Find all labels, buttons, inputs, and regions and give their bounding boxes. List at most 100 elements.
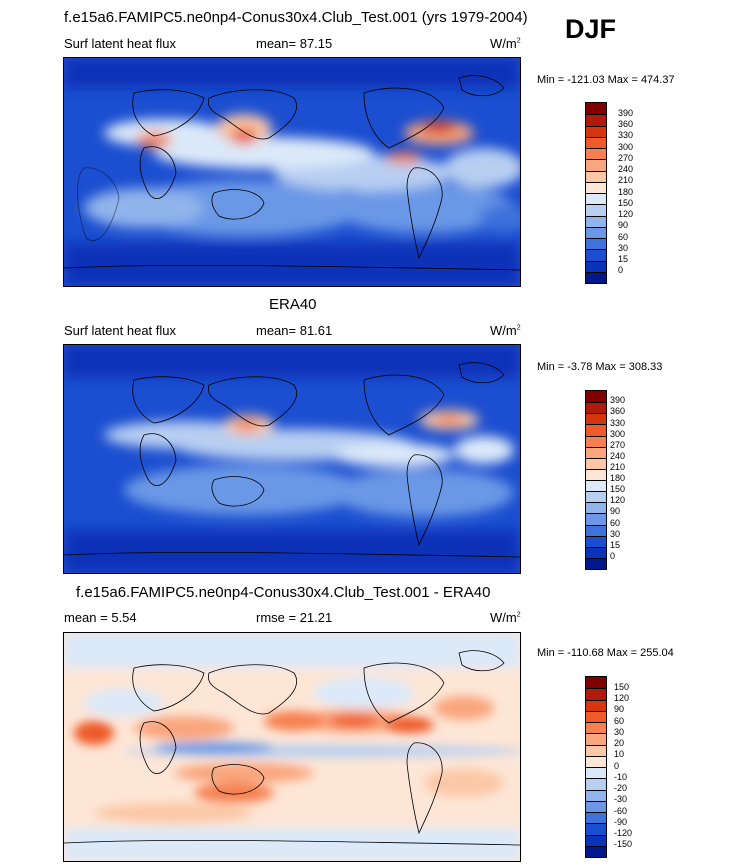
panel2-colorbar-seg (586, 502, 606, 514)
panel3-map-svg (64, 633, 520, 861)
panel1-colorbar (585, 102, 607, 284)
panel2-colorbar-seg (586, 524, 606, 536)
panel2-units-text: W/m (490, 323, 517, 338)
panel1-map (63, 57, 521, 287)
panel3-title: f.e15a6.FAMIPC5.ne0np4-Conus30x4.Club_Te… (76, 584, 491, 601)
colorbar-tick-label: 90 (610, 506, 621, 516)
panel1-units-text: W/m (490, 36, 517, 51)
colorbar-tick-label: 360 (610, 406, 626, 416)
colorbar-tick-label: 210 (618, 175, 634, 185)
panel1-units-sup: 2 (516, 37, 521, 45)
panel1-colorbar-seg (586, 125, 606, 137)
panel2-mean-label: mean= 81.61 (256, 323, 333, 338)
panel3-units: W/m2 (490, 610, 521, 625)
panel1-colorbar-seg (586, 181, 606, 193)
colorbar-tick-label: 180 (618, 187, 634, 197)
colorbar-tick-label: 120 (618, 209, 634, 219)
panel3-colorbar (585, 676, 607, 858)
panel1-colorbar-seg (586, 193, 606, 205)
colorbar-tick-label: 30 (618, 243, 629, 253)
panel1-minmax: Min = -121.03 Max = 474.37 (537, 74, 675, 86)
panel2-colorbar-seg (586, 402, 606, 414)
panel3-colorbar-seg (586, 812, 606, 824)
colorbar-tick-label: 120 (610, 495, 626, 505)
panel1-colorbar-seg (586, 103, 606, 115)
panel2-colorbar-seg (586, 391, 606, 403)
colorbar-tick-label: -150 (614, 839, 633, 849)
panel2-colorbar-seg (586, 413, 606, 425)
panel3-units-text: W/m (490, 610, 517, 625)
colorbar-tick-label: 0 (614, 761, 620, 771)
panel3-colorbar-seg (586, 688, 606, 700)
colorbar-tick-label: 300 (610, 429, 626, 439)
colorbar-tick-label: 90 (614, 704, 625, 714)
panel1-variable-label: Surf latent heat flux (64, 36, 177, 51)
panel2-title: ERA40 (269, 296, 317, 313)
colorbar-tick-label: 300 (618, 142, 634, 152)
colorbar-tick-label: 10 (614, 749, 625, 759)
panel2-colorbar-seg (586, 468, 606, 480)
colorbar-tick-label: 360 (618, 119, 634, 129)
panel2-colorbar-seg (586, 457, 606, 469)
colorbar-tick-label: -60 (614, 806, 628, 816)
panel3-colorbar-seg (586, 733, 606, 745)
colorbar-tick-label: 390 (618, 108, 634, 118)
colorbar-tick-label: 330 (610, 418, 626, 428)
panel3-colorbar-seg (586, 778, 606, 790)
colorbar-tick-label: 240 (618, 164, 634, 174)
panel1-colorbar-seg (586, 271, 606, 283)
colorbar-tick-label: 30 (610, 529, 621, 539)
panel2-variable-label: Surf latent heat flux (64, 323, 177, 338)
panel1-colorbar-seg (586, 238, 606, 250)
colorbar-tick-label: 180 (610, 473, 626, 483)
panel1-title: f.e15a6.FAMIPC5.ne0np4-Conus30x4.Club_Te… (64, 9, 528, 26)
panel1-mean-label: mean= 87.15 (256, 36, 333, 51)
panel3-colorbar-seg (586, 823, 606, 835)
panel2-colorbar-seg (586, 546, 606, 558)
panel1-colorbar-seg (586, 170, 606, 182)
panel2-colorbar-seg (586, 424, 606, 436)
panel3-mean-label: mean = 5.54 (64, 610, 137, 625)
colorbar-tick-label: 0 (610, 551, 616, 561)
panel3-colorbar-seg (586, 800, 606, 812)
panel3-map (63, 632, 521, 862)
colorbar-tick-label: 330 (618, 130, 634, 140)
panel1-units: W/m2 (490, 36, 521, 51)
panel1-colorbar-seg (586, 215, 606, 227)
panel3-colorbar-seg (586, 699, 606, 711)
panel3-colorbar-seg (586, 744, 606, 756)
panel2-colorbar-seg (586, 557, 606, 569)
colorbar-tick-label: 15 (610, 540, 621, 550)
colorbar-tick-label: 270 (618, 153, 634, 163)
panel3-colorbar-seg (586, 710, 606, 722)
panel3-colorbar-seg (586, 677, 606, 689)
colorbar-tick-label: -10 (614, 772, 628, 782)
panel1-colorbar-seg (586, 260, 606, 272)
panel1-colorbar-seg (586, 226, 606, 238)
colorbar-tick-label: 150 (610, 484, 626, 494)
season-label: DJF (565, 14, 617, 44)
colorbar-tick-label: 390 (610, 395, 626, 405)
panel3-colorbar-seg (586, 767, 606, 779)
panel2-minmax: Min = -3.78 Max = 308.33 (537, 361, 663, 373)
panel3-colorbar-seg (586, 834, 606, 846)
colorbar-tick-label: 30 (614, 727, 625, 737)
panel2-colorbar-seg (586, 480, 606, 492)
panel2-colorbar (585, 390, 607, 570)
colorbar-tick-label: 120 (614, 693, 630, 703)
panel2-units-sup: 2 (516, 324, 521, 332)
panel1-colorbar-seg (586, 249, 606, 261)
panel3-minmax: Min = -110.68 Max = 255.04 (537, 647, 674, 659)
panel2-colorbar-seg (586, 513, 606, 525)
colorbar-tick-label: 60 (618, 232, 629, 242)
colorbar-tick-label: 15 (618, 254, 629, 264)
panel2-colorbar-seg (586, 446, 606, 458)
panel1-colorbar-seg (586, 114, 606, 126)
colorbar-tick-label: 240 (610, 451, 626, 461)
colorbar-tick-label: 90 (618, 220, 629, 230)
panel1-colorbar-seg (586, 204, 606, 216)
colorbar-tick-label: 60 (614, 716, 625, 726)
colorbar-tick-label: -90 (614, 817, 628, 827)
colorbar-tick-label: 150 (618, 198, 634, 208)
colorbar-tick-label: 0 (618, 265, 624, 275)
